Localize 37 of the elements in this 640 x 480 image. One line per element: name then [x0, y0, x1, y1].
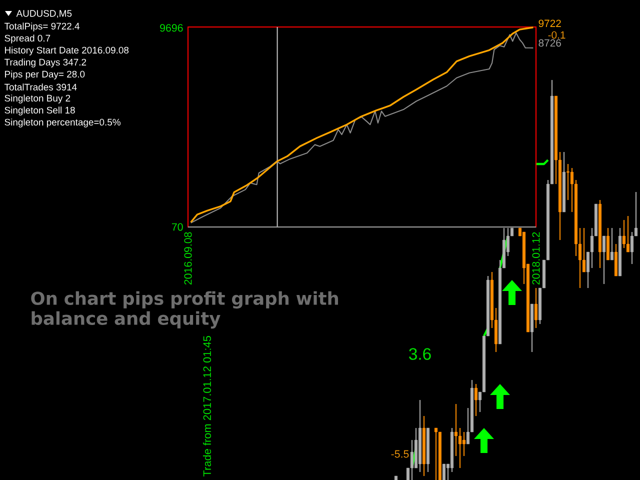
annotation: -5.5 — [391, 450, 409, 458]
candlestick — [622, 220, 626, 248]
candlestick — [454, 404, 458, 456]
candlestick — [602, 236, 606, 284]
text: Trading Days 347.2 — [4, 58, 86, 68]
text: Singleton Buy 2 — [4, 94, 70, 104]
text: AUDUSD,M5 — [16, 10, 72, 18]
candlestick — [614, 244, 618, 276]
text: Singleton Sell 18 — [4, 106, 75, 116]
annotation: 3.6 — [409, 348, 431, 360]
candlestick — [434, 428, 438, 480]
x-tick-label: 2018.01.12 — [532, 232, 540, 285]
annotation: 9722 — [538, 20, 561, 28]
text: TotalPips= 9722.4 — [4, 22, 80, 32]
candlestick — [462, 432, 466, 456]
x-tick-label: 2016.09.08 — [184, 232, 192, 285]
text: Spread 0.7 — [4, 34, 50, 44]
candlestick — [442, 464, 446, 480]
candlestick — [626, 216, 630, 252]
candlestick — [610, 228, 614, 260]
y-tick-label: 70 — [172, 223, 183, 231]
text: Singleton percentage=0.5% — [4, 118, 120, 128]
y-tick-label: 9696 — [160, 24, 183, 32]
annotation: 8726 — [538, 39, 561, 47]
candlestick — [582, 228, 586, 272]
text: Pips per Day= 28.0 — [5, 70, 85, 80]
text: -0.1 — [548, 31, 566, 39]
text: TotalTrades 3914 — [4, 84, 77, 90]
text: History Start Date 2016.09.08 — [5, 46, 129, 56]
candlestick — [606, 228, 610, 260]
candlestick — [410, 440, 414, 480]
text: Trade from 2017.01.12 01:45 — [202, 336, 212, 476]
text: On chart pips profit graph with balance and equity — [31, 291, 338, 329]
candlestick — [630, 232, 634, 264]
candlestick — [458, 428, 462, 468]
candlestick — [534, 288, 538, 328]
candlestick — [474, 384, 478, 416]
